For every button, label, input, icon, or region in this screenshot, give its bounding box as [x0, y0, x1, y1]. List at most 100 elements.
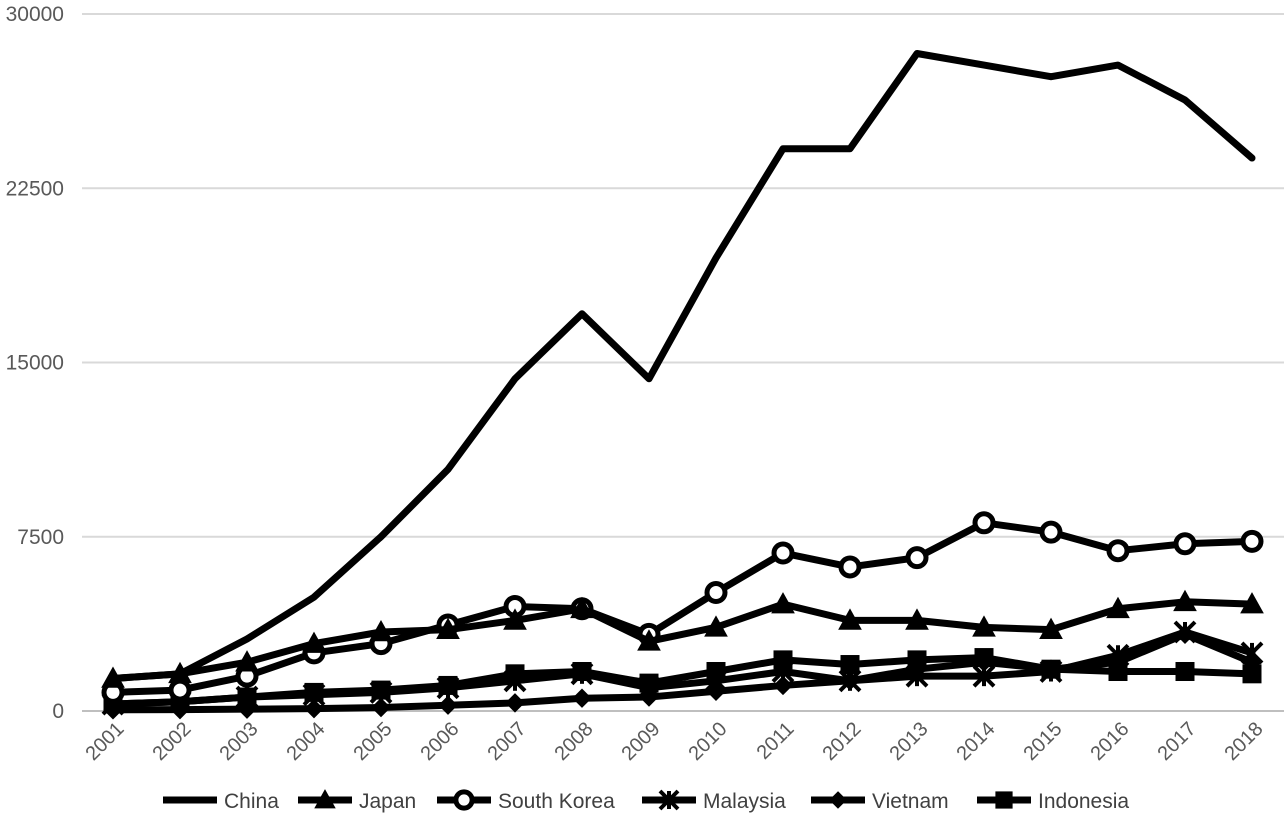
circle-marker [1039, 520, 1063, 544]
star-marker [235, 685, 259, 709]
x-tick-label: 2014 [953, 718, 1000, 765]
series-line [109, 598, 1256, 682]
circle-marker [453, 789, 475, 811]
x-tick-label: 2012 [819, 718, 866, 765]
circle-marker [838, 555, 862, 579]
legend-label: Indonesia [1038, 790, 1129, 813]
series-line [109, 49, 1256, 682]
star-marker [658, 789, 680, 811]
circle-marker [972, 511, 996, 535]
legend-label: Japan [359, 790, 416, 813]
triangle-marker [1240, 592, 1264, 614]
series-japan [101, 589, 1264, 688]
star-marker [302, 683, 326, 707]
x-tick-label: 2017 [1154, 718, 1201, 765]
series-line [109, 519, 1256, 696]
triangle-marker [436, 617, 460, 639]
circle-marker [1106, 539, 1130, 563]
x-tick-label: 2015 [1020, 718, 1067, 765]
legend: China Japan South Korea Malaysia Vietnam Indo… [163, 789, 1129, 813]
circle-marker [168, 678, 192, 702]
x-tick-label: 2004 [283, 718, 330, 765]
x-tick-label: 2016 [1087, 718, 1134, 765]
triangle-marker [302, 631, 326, 653]
y-tick-label: 30000 [6, 3, 64, 26]
diamond-marker [438, 695, 458, 715]
x-tick-label: 2005 [350, 718, 397, 765]
legend-item-malaysia: Malaysia [642, 789, 786, 813]
star-marker [1106, 643, 1130, 667]
series-lines [101, 49, 1264, 720]
legend-label: South Korea [498, 790, 615, 813]
star-marker [369, 680, 393, 704]
diamond-marker [304, 698, 324, 719]
y-tick-label: 22500 [6, 177, 64, 200]
circle-marker [905, 546, 929, 570]
star-marker [972, 664, 996, 688]
star-marker [1039, 660, 1063, 683]
star-marker [704, 669, 728, 693]
triangle-marker [570, 596, 594, 619]
triangle-marker [704, 615, 728, 637]
y-tick-label: 15000 [6, 352, 64, 375]
star-marker [436, 676, 460, 700]
star-marker [1240, 641, 1264, 665]
diamond-marker [371, 697, 391, 718]
diamond-marker [505, 693, 525, 713]
x-tick-label: 2007 [484, 718, 531, 765]
series-china [109, 49, 1256, 682]
star-marker [570, 662, 594, 686]
series-line [109, 628, 1256, 708]
series-malaysia [101, 620, 1264, 716]
x-tick-label: 2009 [618, 718, 665, 765]
square-marker [995, 791, 1013, 809]
x-axis-ticks: 2001 2002 2003 2004 2005 2006 2007 2008 2009 2010… [82, 718, 1268, 765]
x-tick-label: 2008 [551, 718, 598, 765]
circle-marker [704, 581, 728, 605]
diamond-marker [572, 688, 592, 708]
x-tick-label: 2018 [1221, 718, 1268, 765]
grid-lines [82, 13, 1284, 712]
circle-marker [1173, 532, 1197, 556]
triangle-marker [972, 615, 996, 637]
triangle-marker [1106, 596, 1130, 619]
triangle-marker [314, 789, 336, 809]
triangle-marker [503, 608, 527, 630]
star-marker [637, 676, 661, 700]
star-marker [1173, 620, 1197, 644]
triangle-marker [1039, 617, 1063, 639]
x-tick-label: 2011 [753, 718, 799, 764]
legend-item-china: China [163, 790, 279, 813]
diamond-marker [237, 699, 257, 719]
circle-marker [771, 541, 795, 565]
legend-item-japan: Japan [298, 789, 416, 813]
legend-label: Vietnam [872, 790, 949, 813]
star-marker [905, 664, 929, 688]
triangle-marker [235, 650, 259, 672]
x-tick-label: 2010 [685, 718, 732, 765]
star-marker [771, 660, 795, 683]
x-tick-label: 2013 [886, 718, 933, 765]
legend-item-vietnam: Vietnam [811, 790, 949, 813]
triangle-marker [905, 608, 929, 630]
y-tick-label: 0 [52, 700, 64, 723]
star-marker [838, 669, 862, 693]
triangle-marker [369, 619, 393, 642]
x-tick-label: 2003 [216, 718, 263, 765]
triangle-marker [637, 629, 661, 651]
x-tick-label: 2002 [149, 718, 196, 765]
triangle-marker [771, 592, 795, 614]
y-axis-ticks: 0 7500 15000 22500 30000 [6, 3, 64, 723]
triangle-marker [1173, 589, 1197, 612]
y-tick-label: 7500 [17, 526, 64, 549]
legend-item-indonesia: Indonesia [977, 790, 1129, 813]
star-marker [503, 669, 527, 693]
legend-item-south-korea: South Korea [437, 789, 615, 813]
legend-label: Malaysia [703, 790, 786, 813]
diamond-marker [829, 791, 847, 809]
x-tick-label: 2001 [82, 718, 129, 765]
circle-marker [1240, 529, 1264, 553]
x-tick-label: 2006 [417, 718, 464, 765]
